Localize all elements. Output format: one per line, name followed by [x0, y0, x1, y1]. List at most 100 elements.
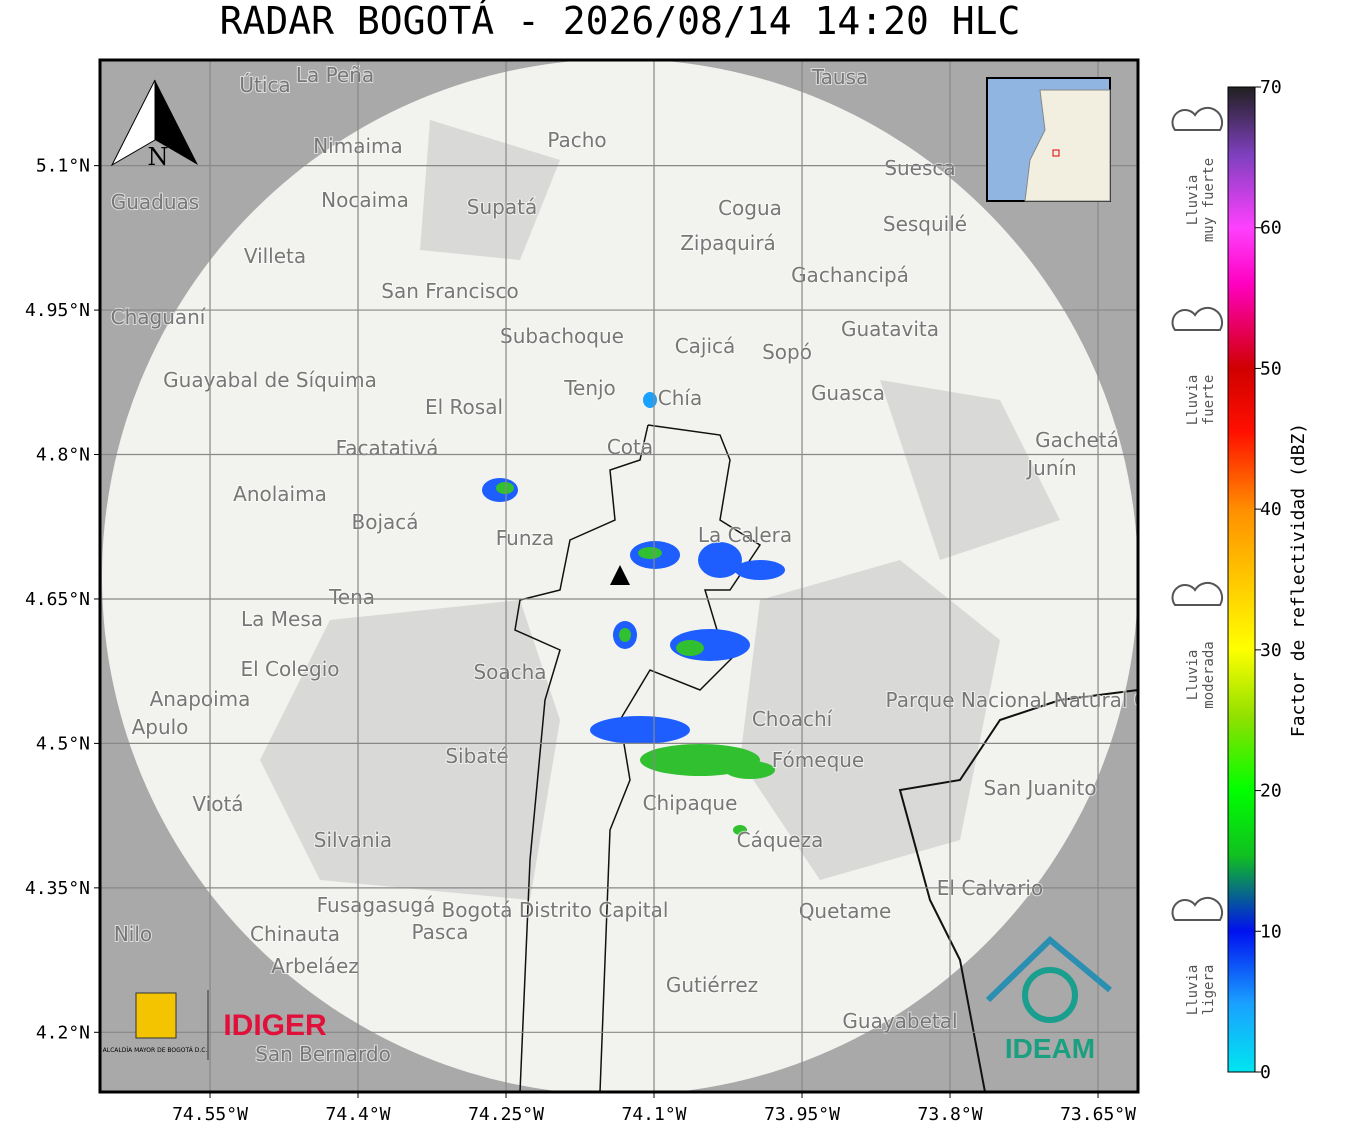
place-label: Gachancipá	[791, 263, 909, 287]
place-label: Bogotá Distrito Capital	[442, 898, 669, 922]
place-label: Nocaima	[321, 188, 409, 212]
rain-category: Lluvia moderada	[1171, 581, 1224, 709]
place-label: Cáqueza	[737, 828, 824, 852]
rain-category-label: ligera	[1201, 965, 1217, 1016]
colorbar-tick-label: 50	[1260, 358, 1282, 379]
rain-category-label: Lluvia	[1185, 175, 1201, 226]
place-label: Guaduas	[111, 190, 199, 214]
place-label: Soacha	[473, 660, 546, 684]
rain-category-label: Lluvia	[1185, 375, 1201, 426]
rain-category: Lluvia ligera	[1171, 896, 1224, 1016]
colorbar-tick-label: 20	[1260, 781, 1282, 802]
place-label: Facatativá	[336, 436, 439, 460]
y-tick-label: 5.1°N	[36, 156, 90, 177]
x-tick-label: 74.1°W	[622, 1104, 687, 1125]
colorbar-tick-label: 10	[1260, 921, 1282, 942]
place-label: Útica	[239, 73, 290, 97]
place-label: Arbeláez	[271, 954, 359, 978]
place-label: Cogua	[718, 196, 782, 220]
place-label: Funza	[496, 526, 555, 550]
colorbar-tick-label: 40	[1260, 499, 1282, 520]
place-label: Guatavita	[841, 317, 939, 341]
x-tick-label: 74.4°W	[326, 1104, 391, 1125]
rain-category: Lluvia muy fuerte	[1171, 106, 1224, 242]
colorbar-tick-label: 60	[1260, 218, 1282, 239]
place-label: Junín	[1025, 456, 1076, 480]
place-label: Parque Nacional Natural Chingaza	[886, 688, 1227, 712]
place-label: Guayabetal	[842, 1009, 957, 1033]
radar-site	[610, 565, 630, 585]
x-tick-label: 73.95°W	[764, 1104, 840, 1125]
place-label: El Colegio	[240, 657, 339, 681]
place-label: Cota	[607, 435, 653, 459]
place-label: San Juanito	[983, 776, 1096, 800]
map-frame	[98, 58, 1140, 1094]
rain-category-label: fuerte	[1201, 375, 1217, 426]
place-label: Guasca	[811, 381, 885, 405]
colorbar-tick-label: 0	[1260, 1062, 1271, 1083]
rain-category-label: Lluvia	[1185, 650, 1201, 701]
place-label: San Bernardo	[255, 1042, 391, 1066]
place-label: La Mesa	[241, 607, 323, 631]
place-label: Sibaté	[445, 744, 508, 768]
place-label: Anolaima	[233, 482, 327, 506]
y-tick-label: 4.5°N	[36, 733, 90, 754]
y-tick-label: 4.2°N	[36, 1022, 90, 1043]
north-label: N	[148, 143, 169, 171]
place-label: Viotá	[192, 792, 243, 816]
x-tick-label: 73.8°W	[918, 1104, 983, 1125]
place-label: Gachetá	[1035, 428, 1119, 452]
y-tick-label: 4.95°N	[25, 300, 90, 321]
rain-category-label: moderada	[1201, 641, 1217, 708]
place-label: La Peña	[296, 63, 374, 87]
place-label: Sesquilé	[883, 212, 967, 236]
y-tick-label: 4.65°N	[25, 589, 90, 610]
place-label: Chipaque	[643, 791, 738, 815]
colorbar-tick-label: 70	[1260, 77, 1282, 98]
place-label: Tena	[328, 585, 375, 609]
place-label: Subachoque	[500, 324, 624, 348]
x-tick-label: 74.55°W	[172, 1104, 248, 1125]
axes: 74.55°W 74.4°W 74.25°W 74.1°W 73.95°W 73.8°W 7…	[25, 156, 1136, 1125]
place-label: Gutiérrez	[666, 973, 758, 997]
place-label: Choachí	[752, 707, 834, 731]
place-label: Apulo	[132, 715, 189, 739]
y-tick-label: 4.35°N	[25, 878, 90, 899]
place-label: Bojacá	[351, 510, 418, 534]
place-label: El Rosal	[425, 395, 503, 419]
x-tick-label: 73.65°W	[1060, 1104, 1136, 1125]
place-label: Chaguaní	[111, 305, 207, 329]
rain-category-label: muy fuerte	[1201, 158, 1217, 242]
colorbar-tick-label: 30	[1260, 640, 1282, 661]
place-label: Pasca	[411, 920, 468, 944]
place-label: Suesca	[884, 156, 955, 180]
place-label: Pacho	[547, 128, 606, 152]
place-label: Chía	[658, 386, 702, 410]
place-label: Anapoima	[150, 687, 251, 711]
place-label: Silvania	[314, 828, 392, 852]
alcaldia-logo: ALCALDÍA MAYOR DE BOGOTÁ D.C.	[103, 1047, 208, 1054]
grid	[100, 60, 1138, 1092]
colorbar-label: Factor de reflectividad (dBZ)	[1288, 423, 1309, 737]
place-label: Guayabal de Síquima	[163, 368, 377, 392]
place-label: Tausa	[811, 65, 869, 89]
ideam-logo: IDEAM	[1005, 1033, 1095, 1064]
place-label: Cajicá	[675, 334, 736, 358]
place-label: Tenjo	[563, 376, 616, 400]
idiger-logo: IDIGER	[223, 1009, 327, 1042]
x-tick-label: 74.25°W	[468, 1104, 544, 1125]
logos: ALCALDÍA MAYOR DE BOGOTÁ D.C. IDIGER IDE…	[103, 935, 1112, 1064]
rain-category: Lluvia fuerte	[1171, 306, 1224, 426]
place-label: Villeta	[244, 244, 306, 268]
place-label: Quetame	[799, 899, 892, 923]
place-label: La Calera	[698, 523, 792, 547]
place-label: Chinauta	[250, 922, 340, 946]
place-label: Fusagasugá	[317, 893, 436, 917]
rain-category-label: Lluvia	[1185, 965, 1201, 1016]
y-tick-label: 4.8°N	[36, 445, 90, 466]
place-label: Nilo	[114, 922, 152, 946]
